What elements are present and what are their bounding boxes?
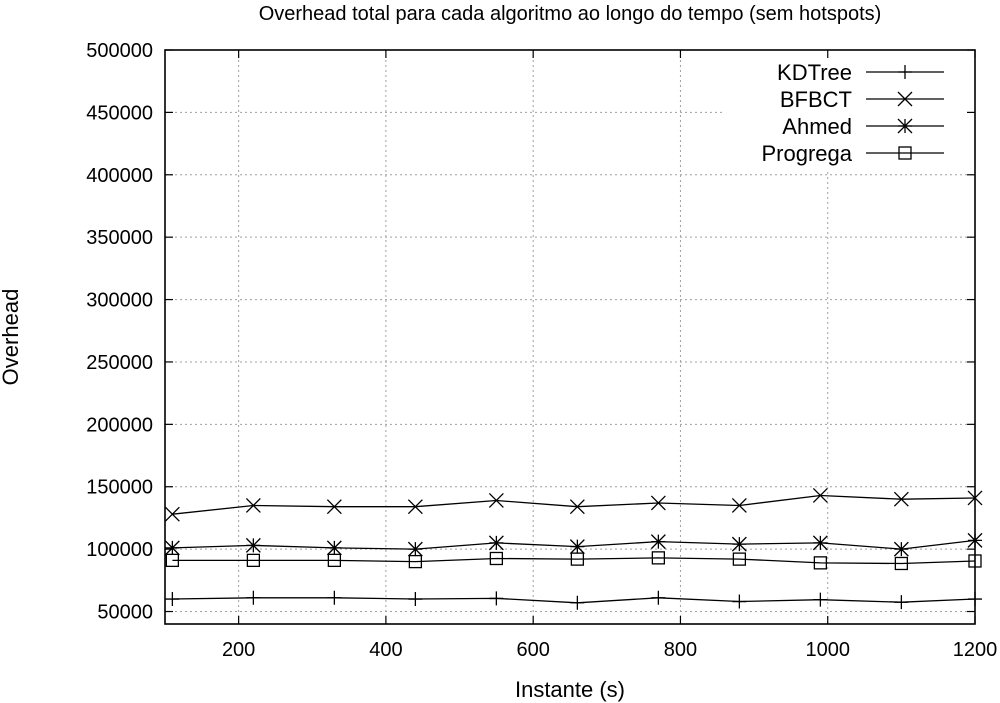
- marker-square: [894, 556, 909, 571]
- marker-cross: [731, 497, 747, 513]
- marker-square: [165, 553, 180, 568]
- marker-square: [327, 553, 342, 568]
- marker-plus: [246, 590, 261, 605]
- marker-square: [570, 552, 585, 566]
- series-line: [172, 557, 976, 565]
- x-axis-label: Instante (s): [515, 677, 625, 702]
- marker-square: [813, 556, 828, 570]
- tick-label-y: 200000: [86, 414, 153, 436]
- marker-plus: [489, 591, 504, 606]
- tick-label-y: 300000: [86, 290, 153, 312]
- marker-cross: [488, 493, 504, 508]
- marker-cross: [897, 91, 913, 107]
- marker-star: [569, 539, 585, 555]
- tick-label-y: 400000: [86, 165, 153, 187]
- marker-plus: [408, 592, 423, 607]
- axis-ticks: 50000 100000 150000 200000 250000 300000 35000…: [86, 40, 997, 661]
- marker-plus: [894, 595, 909, 610]
- marker-star: [164, 540, 180, 556]
- legend-label: BFBCT: [780, 87, 852, 112]
- tick-label-y: 150000: [86, 477, 153, 499]
- tick-label-y: 250000: [86, 352, 153, 374]
- marker-plus: [570, 595, 585, 610]
- marker-star: [488, 535, 504, 551]
- y-axis-label: Overhead: [0, 289, 23, 386]
- tick-label-x: 1200: [953, 639, 998, 661]
- marker-square: [651, 551, 666, 565]
- series-group: [164, 488, 983, 610]
- marker-star: [731, 536, 747, 552]
- marker-star: [893, 541, 909, 557]
- marker-plus: [813, 592, 828, 607]
- tick-label-x: 1000: [805, 639, 850, 661]
- marker-cross: [650, 495, 666, 511]
- tick-label-y: 100000: [86, 539, 153, 561]
- marker-star: [407, 541, 423, 557]
- marker-square: [408, 554, 423, 569]
- series-bfbct: [164, 488, 983, 522]
- marker-cross: [164, 506, 180, 522]
- marker-star: [812, 535, 828, 551]
- tick-label-y: 350000: [86, 227, 153, 249]
- marker-plus: [327, 590, 342, 605]
- marker-star: [650, 534, 666, 550]
- series-line: [172, 597, 976, 604]
- tick-label-x: 600: [516, 639, 549, 661]
- marker-plus: [651, 590, 666, 605]
- marker-plus: [732, 594, 747, 609]
- tick-label-y: 50000: [97, 602, 153, 624]
- marker-cross: [407, 499, 423, 515]
- marker-cross: [812, 488, 828, 503]
- marker-cross: [326, 499, 342, 515]
- marker-star: [326, 540, 342, 556]
- tick-label-y: 500000: [86, 40, 153, 62]
- marker-square: [898, 146, 912, 160]
- marker-cross: [893, 491, 909, 507]
- tick-label-x: 800: [664, 639, 697, 661]
- tick-label-x: 400: [369, 639, 402, 661]
- series-kdtree: [165, 590, 982, 610]
- series-line: [172, 539, 976, 550]
- series-progrega: [165, 551, 982, 571]
- marker-plus: [898, 65, 912, 79]
- plot-frame: [164, 49, 976, 625]
- marker-cross: [245, 497, 261, 513]
- marker-square: [246, 553, 261, 568]
- gridlines: [165, 50, 975, 624]
- legend-label: Ahmed: [782, 114, 852, 139]
- tick-label-x: 200: [222, 639, 255, 661]
- chart-title: Overhead total para cada algoritmo ao lo…: [259, 3, 882, 25]
- marker-square: [732, 552, 747, 566]
- legend-label: KDTree: [777, 60, 852, 85]
- marker-star: [245, 537, 261, 553]
- marker-square: [489, 551, 504, 566]
- marker-star: [897, 118, 913, 134]
- legend-label: Progrega: [761, 141, 852, 166]
- series-line: [172, 494, 976, 515]
- marker-cross: [569, 499, 585, 515]
- marker-plus: [165, 592, 180, 607]
- tick-label-y: 450000: [86, 102, 153, 124]
